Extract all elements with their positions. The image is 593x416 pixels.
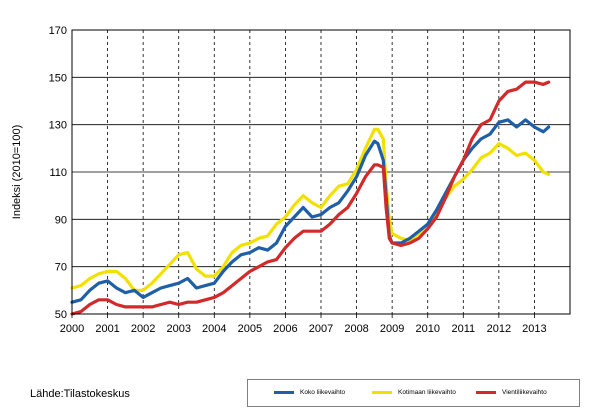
y-tick-label: 70 [55,262,67,274]
legend-label-kotimaan: Kotimaan liikevaihto [398,389,456,396]
y-axis-label: Indeksi (2010=100) [11,125,23,219]
x-tick-label: 2010 [415,323,439,335]
x-tick-label: 2008 [344,323,368,335]
x-tick-label: 2009 [380,323,404,335]
x-tick-label: 2007 [309,323,333,335]
y-tick-label: 50 [55,309,67,321]
series-layer [70,80,551,316]
source-note: Lähde:Tilastokeskus [30,388,130,400]
legend-label-koko: Koko liikevaihto [300,389,346,396]
legend-swatch-kotimaan [372,391,392,394]
series-line-0 [70,118,551,304]
series-line-1 [70,127,551,292]
x-tick-label: 2006 [273,323,297,335]
y-tick-label: 90 [55,214,67,226]
legend-item-kotimaan: Kotimaan liikevaihto [372,389,456,396]
grid [72,29,570,315]
x-tick-label: 2004 [202,323,226,335]
series-line-2 [70,80,551,316]
x-tick-label: 2003 [166,323,190,335]
legend-swatch-vienti [476,391,496,394]
legend-item-vienti: Vientiliikevaihto [476,389,547,396]
legend-swatch-koko [274,391,294,394]
legend-item-koko: Koko liikevaihto [274,389,345,396]
x-tick-label: 2001 [95,323,119,335]
x-tick-label: 2005 [238,323,262,335]
x-tick-label: 2000 [60,323,84,335]
x-tick-label: 2002 [131,323,155,335]
y-tick-label: 170 [49,25,67,37]
x-tick-label: 2013 [522,323,546,335]
x-tick-label: 2012 [487,323,511,335]
x-tick-label: 2011 [451,323,475,335]
legend: Koko liikevaihto Kotimaan liikevaihto Vi… [247,379,580,407]
legend-label-vienti: Vientiliikevaihto [502,389,547,396]
y-tick-label: 110 [49,167,67,179]
y-tick-label: 150 [49,72,67,84]
ticks: 50 70 90 110 130 150 170 2000 2001 2002 2003 2004 20… [49,25,547,335]
y-tick-label: 130 [49,120,67,132]
